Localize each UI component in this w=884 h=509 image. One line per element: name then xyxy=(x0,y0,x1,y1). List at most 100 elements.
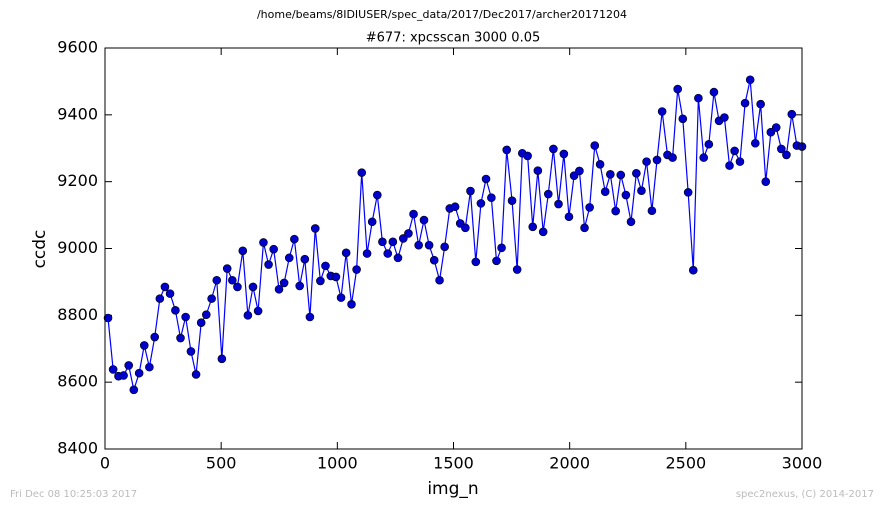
point xyxy=(621,190,631,200)
point xyxy=(419,215,429,225)
point xyxy=(538,227,548,237)
point xyxy=(201,310,211,319)
point xyxy=(471,257,481,267)
point xyxy=(316,276,325,286)
point xyxy=(124,361,133,370)
point xyxy=(352,265,361,274)
point xyxy=(176,333,185,343)
point xyxy=(595,159,605,169)
point xyxy=(139,341,149,350)
point xyxy=(372,190,382,200)
point xyxy=(487,193,496,203)
point xyxy=(217,354,227,364)
point xyxy=(186,347,196,356)
point xyxy=(362,249,372,258)
point xyxy=(150,332,160,342)
point xyxy=(533,166,543,175)
point xyxy=(720,113,729,122)
point xyxy=(771,123,781,132)
point xyxy=(310,224,320,233)
y-tick-label: 8600 xyxy=(57,372,98,391)
point xyxy=(543,189,553,199)
point xyxy=(341,248,351,258)
point xyxy=(238,246,248,256)
point xyxy=(414,240,423,250)
x-tick-label: 1000 xyxy=(317,454,358,473)
point xyxy=(228,275,237,285)
point xyxy=(450,202,460,212)
point xyxy=(507,196,517,206)
point xyxy=(155,294,165,303)
point xyxy=(347,300,356,309)
footer-right: spec2nexus, (C) 2014-2017 xyxy=(736,489,874,500)
point xyxy=(378,237,387,247)
point xyxy=(435,275,444,285)
y-tick-label: 9600 xyxy=(57,38,98,57)
point xyxy=(191,370,201,379)
point xyxy=(694,93,703,103)
point xyxy=(580,223,589,233)
point xyxy=(782,150,791,160)
point xyxy=(336,293,346,302)
point xyxy=(590,141,600,150)
point xyxy=(196,318,206,327)
y-tick-label: 8800 xyxy=(57,305,98,324)
x-tick-label: 2500 xyxy=(665,454,706,473)
point xyxy=(709,87,719,97)
x-tick-label: 3000 xyxy=(782,454,823,473)
point xyxy=(429,255,439,265)
y-tick-label: 9400 xyxy=(57,104,98,123)
point xyxy=(725,161,734,170)
point xyxy=(300,254,310,264)
x-tick-label: 1500 xyxy=(433,454,474,473)
point xyxy=(331,272,341,282)
point xyxy=(549,144,558,154)
point xyxy=(321,261,330,271)
point xyxy=(740,98,750,108)
point xyxy=(248,282,258,292)
point xyxy=(399,234,408,243)
point xyxy=(699,153,709,162)
point xyxy=(284,253,294,263)
point xyxy=(274,284,284,294)
point xyxy=(497,243,506,253)
point xyxy=(181,312,190,322)
point xyxy=(259,238,268,247)
y-tick-label: 8400 xyxy=(57,439,98,458)
point xyxy=(367,217,377,227)
point xyxy=(222,264,232,273)
point xyxy=(129,385,139,395)
point xyxy=(492,256,501,266)
point xyxy=(269,244,278,254)
point xyxy=(585,203,594,212)
point xyxy=(409,209,418,219)
point xyxy=(756,99,765,109)
point xyxy=(160,282,170,292)
point xyxy=(264,260,273,269)
point xyxy=(787,109,797,119)
point xyxy=(383,249,393,258)
point xyxy=(466,186,475,196)
point xyxy=(745,75,755,85)
point xyxy=(461,223,470,233)
point xyxy=(295,281,304,291)
x-axis-label: img_n xyxy=(427,479,478,499)
point xyxy=(279,278,289,288)
y-tick-label: 9000 xyxy=(57,238,98,257)
point xyxy=(305,312,315,322)
point xyxy=(134,368,144,378)
point xyxy=(761,177,771,186)
point xyxy=(404,229,413,238)
point xyxy=(481,174,491,184)
point xyxy=(704,139,714,149)
point xyxy=(668,153,677,162)
point xyxy=(212,275,222,285)
point xyxy=(290,234,299,244)
point xyxy=(393,253,403,263)
point xyxy=(243,311,253,320)
point xyxy=(600,187,610,196)
point xyxy=(559,149,569,159)
